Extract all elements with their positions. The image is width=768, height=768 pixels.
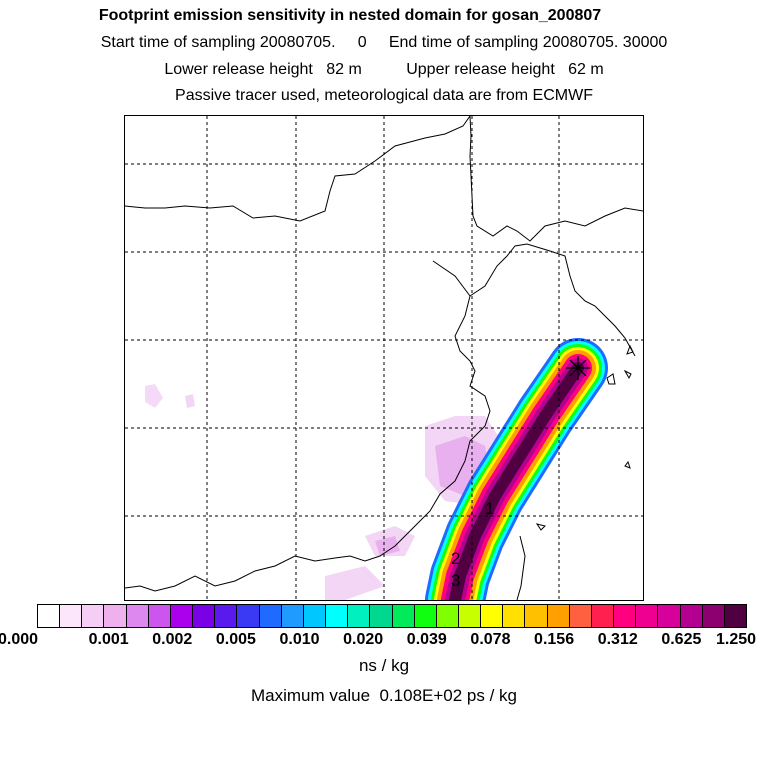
colorbar-cell-20 — [481, 605, 504, 627]
colorbar-cell-21 — [503, 605, 526, 627]
colorbar-tick-4: 0.010 — [279, 631, 320, 648]
colorbar-cell-23 — [547, 605, 570, 627]
colorbar-tick-6: 0.039 — [406, 631, 447, 648]
colorbar-cell-28 — [658, 605, 681, 627]
colorbar-cell-25 — [591, 605, 615, 627]
colorbar-cell-14 — [348, 605, 371, 627]
colorbar-cell-24 — [569, 605, 592, 627]
colorbar-tick-0: 0.000 — [0, 631, 39, 648]
colorbar-cell-0 — [38, 605, 61, 627]
colorbar-cell-5 — [148, 605, 171, 627]
colorbar-cell-26 — [614, 605, 637, 627]
colorbar-tick-5: 0.020 — [343, 631, 384, 648]
colorbar-cell-19 — [458, 605, 482, 627]
colorbar-cell-12 — [303, 605, 327, 627]
colorbar-units: ns / kg — [358, 656, 410, 675]
colorbar-cell-16 — [392, 605, 415, 627]
colorbar-tick-7: 0.078 — [470, 631, 511, 648]
footprint-map: 1 2 3 — [124, 115, 644, 601]
colorbar-cell-3 — [104, 605, 127, 627]
colorbar-cell-7 — [193, 605, 216, 627]
colorbar-cell-13 — [326, 605, 349, 627]
time-label-1: 1 — [485, 499, 494, 518]
colorbar-tick-8: 0.156 — [534, 631, 575, 648]
colorbar-cell-15 — [370, 605, 393, 627]
colorbar-cell-9 — [237, 605, 260, 627]
colorbar — [37, 604, 747, 628]
colorbar-cell-30 — [702, 605, 725, 627]
colorbar-tick-3: 0.005 — [215, 631, 256, 648]
plot-title: Footprint emission sensitivity in nested… — [98, 7, 602, 24]
colorbar-cell-2 — [82, 605, 105, 627]
colorbar-tick-11: 1.250 — [715, 631, 757, 648]
coastlines — [125, 116, 643, 600]
maximum-value: Maximum value 0.108E+02 ps / kg — [251, 686, 517, 705]
map-canvas: 1 2 3 — [125, 116, 643, 600]
colorbar-cell-10 — [259, 605, 282, 627]
colorbar-cell-1 — [60, 605, 83, 627]
colorbar-cell-31 — [724, 605, 746, 627]
colorbar-cell-18 — [436, 605, 459, 627]
colorbar-cell-6 — [170, 605, 194, 627]
colorbar-tick-10: 0.625 — [661, 631, 702, 648]
time-label-2: 2 — [451, 549, 460, 568]
time-label-3: 3 — [451, 571, 460, 590]
colorbar-tick-1: 0.001 — [88, 631, 129, 648]
tracer-info: Passive tracer used, meteorological data… — [175, 87, 593, 104]
plume-core — [425, 338, 608, 600]
colorbar-cell-8 — [215, 605, 238, 627]
colorbar-cell-29 — [680, 605, 703, 627]
colorbar-tick-2: 0.002 — [152, 631, 193, 648]
colorbar-cell-27 — [636, 605, 659, 627]
colorbar-cell-4 — [126, 605, 149, 627]
release-heights: Lower release height 82 m Upper release … — [164, 61, 604, 78]
station-cross-icon — [566, 356, 590, 380]
colorbar-cell-11 — [281, 605, 304, 627]
sampling-times: Start time of sampling 20080705. 0 End t… — [100, 34, 668, 51]
colorbar-cell-17 — [414, 605, 437, 627]
colorbar-cell-22 — [525, 605, 548, 627]
colorbar-tick-9: 0.312 — [597, 631, 638, 648]
graticule — [125, 116, 643, 600]
